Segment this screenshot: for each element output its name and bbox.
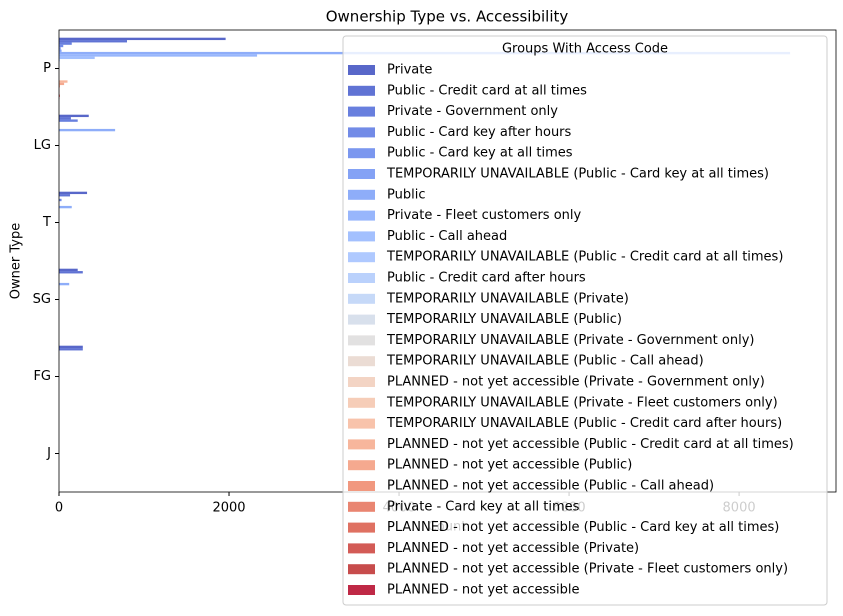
legend-swatch	[348, 210, 375, 221]
bar	[59, 40, 128, 43]
bar	[59, 119, 78, 122]
bar	[59, 44, 64, 48]
legend-swatch	[348, 85, 375, 96]
bar	[59, 59, 60, 62]
y-tick-label: FG	[33, 369, 51, 384]
legend-swatch	[348, 314, 375, 325]
legend-swatch	[348, 231, 375, 242]
bar	[59, 49, 62, 52]
legend-label: PLANNED - not yet accessible (Public - C…	[387, 479, 714, 494]
bar	[59, 82, 65, 86]
legend-swatch	[348, 418, 375, 429]
legend-label: Public - Credit card after hours	[387, 271, 586, 286]
legend-swatch	[348, 543, 375, 554]
bar	[59, 56, 95, 60]
y-tick-label: P	[43, 61, 51, 76]
legend-label: Public - Credit card at all times	[387, 83, 587, 98]
legend-swatch	[348, 481, 375, 491]
bar	[59, 191, 88, 195]
legend-swatch	[348, 585, 375, 595]
bar	[59, 271, 83, 274]
bar	[59, 42, 72, 45]
bar	[59, 268, 78, 272]
legend-title: Groups With Access Code	[502, 42, 668, 57]
legend-label: PLANNED - not yet accessible (Private - …	[387, 562, 788, 577]
legend-label: PLANNED - not yet accessible (Public - C…	[387, 437, 794, 452]
legend-swatch	[348, 189, 375, 200]
y-tick-label: J	[46, 446, 51, 461]
legend-swatch	[348, 439, 375, 450]
legend-swatch	[348, 293, 375, 304]
bar	[59, 80, 68, 83]
legend-label: TEMPORARILY UNAVAILABLE (Private)	[386, 291, 629, 306]
legend-swatch	[348, 377, 375, 387]
legend-swatch	[348, 65, 375, 75]
legend-label: Public	[387, 187, 425, 202]
legend-swatch	[348, 169, 375, 179]
bar	[59, 348, 83, 351]
y-tick-label: LG	[34, 138, 51, 153]
legend-label: TEMPORARILY UNAVAILABLE (Private - Fleet…	[386, 395, 778, 410]
legend-swatch	[348, 148, 375, 159]
bar	[59, 85, 60, 88]
legend-label: Private - Card key at all times	[387, 499, 580, 514]
bar	[59, 47, 61, 50]
legend-label: TEMPORARILY UNAVAILABLE (Public - Card k…	[386, 167, 769, 182]
legend-swatch	[348, 335, 375, 346]
legend-label: PLANNED - not yet accessible (Private)	[387, 541, 639, 556]
legend-swatch	[348, 127, 375, 138]
legend-label: TEMPORARILY UNAVAILABLE (Public - Call a…	[386, 354, 704, 369]
bar	[59, 198, 62, 202]
legend-swatch	[348, 460, 375, 471]
bar	[59, 54, 258, 57]
bar	[59, 37, 226, 41]
legend-swatch	[348, 397, 375, 408]
bar	[59, 194, 71, 197]
y-tick-label: T	[42, 215, 51, 230]
bar	[59, 117, 71, 120]
legend-label: PLANNED - not yet accessible (Private - …	[387, 375, 765, 390]
legend-label: TEMPORARILY UNAVAILABLE (Public - Credit…	[386, 250, 783, 265]
legend-swatch	[348, 106, 375, 117]
legend-swatch	[348, 273, 375, 283]
bar	[59, 128, 116, 132]
legend-label: Public - Card key after hours	[387, 125, 572, 140]
legend-swatch	[348, 501, 375, 512]
legend-swatch	[348, 356, 375, 367]
legend-box	[342, 35, 828, 606]
legend-label: PLANNED - not yet accessible (Public)	[387, 458, 632, 473]
chart-title: Ownership Type vs. Accessibility	[326, 8, 569, 26]
legend-label: Public - Card key at all times	[387, 146, 573, 161]
legend-swatch	[348, 564, 375, 575]
y-tick-label: SG	[33, 292, 51, 307]
legend-label: TEMPORARILY UNAVAILABLE (Private - Gover…	[386, 333, 754, 348]
legend-swatch	[348, 522, 375, 533]
y-axis-label: Owner Type	[9, 223, 24, 299]
legend-label: Private - Fleet customers only	[387, 208, 582, 223]
x-tick-label: 2000	[212, 501, 245, 516]
x-tick-label: 0	[55, 501, 63, 516]
legend-label: TEMPORARILY UNAVAILABLE (Public - Credit…	[386, 416, 782, 431]
bar	[59, 282, 70, 286]
legend-label: PLANNED - not yet accessible (Public - C…	[387, 520, 779, 535]
legend-label: Private - Government only	[387, 104, 558, 119]
legend-label: Public - Call ahead	[387, 229, 507, 244]
legend-swatch	[348, 252, 375, 263]
legend-label: PLANNED - not yet accessible	[387, 583, 580, 598]
bar	[59, 345, 83, 349]
bar	[59, 205, 72, 209]
legend-label: Private	[387, 63, 432, 78]
bar	[59, 114, 89, 118]
bar	[59, 94, 60, 97]
legend-label: TEMPORARILY UNAVAILABLE (Public)	[386, 312, 622, 327]
